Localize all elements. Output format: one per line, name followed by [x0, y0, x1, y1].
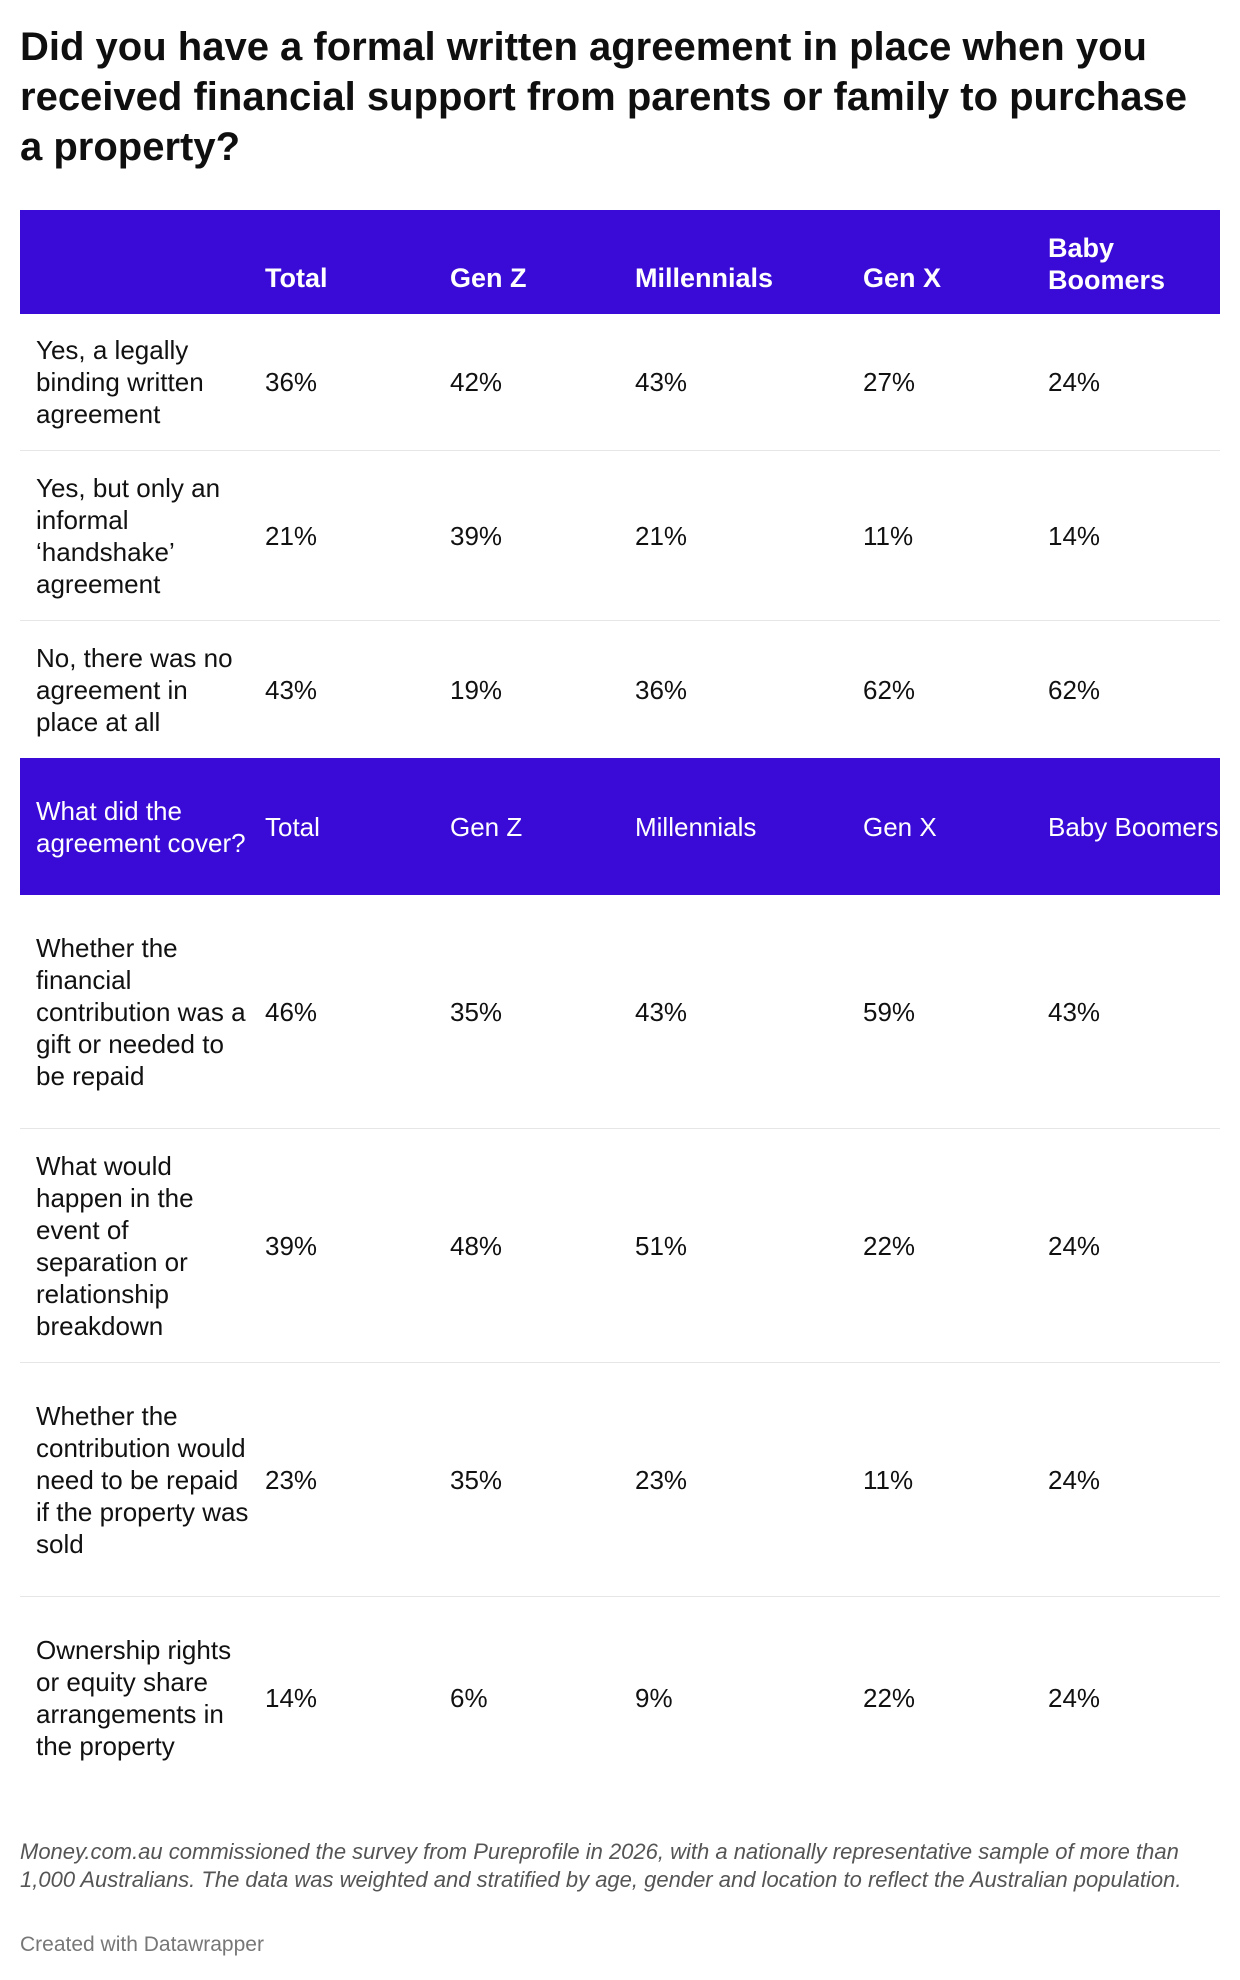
value-cell-gen-z: 35% [450, 996, 503, 1027]
value-cell-total: 39% [265, 1230, 318, 1261]
value-cell-gen-x: 27% [863, 367, 916, 397]
value-cell-baby-boomers: 14% [1048, 520, 1101, 551]
table-row: Whether the financial contribution was a… [20, 895, 1220, 1129]
header-cell-millennials: Millennials [635, 811, 757, 842]
value-cell-gen-x: 22% [863, 1683, 916, 1713]
section-header-label: What did the agreement cover? [36, 795, 246, 858]
value-cell-gen-z: 6% [450, 1683, 488, 1713]
value-cell-millennials: 9% [635, 1683, 673, 1713]
table-row: Whether the contribution would need to b… [20, 1363, 1220, 1597]
value-cell-total: 36% [265, 367, 318, 397]
table-row: No, there was no agreement in place at a… [20, 621, 1220, 758]
row-label: Yes, a legally binding written agreement [36, 335, 204, 429]
value-cell-gen-x: 11% [863, 1464, 914, 1495]
value-cell-millennials: 36% [635, 674, 688, 705]
header-cell-gen-x: Gen X [863, 811, 937, 842]
value-cell-gen-x: 11% [863, 520, 914, 551]
value-cell-total: 14% [265, 1683, 318, 1713]
value-cell-baby-boomers: 24% [1048, 367, 1101, 397]
datawrapper-credit: Created with Datawrapper [20, 1933, 264, 1956]
header-cell-gen-z: Gen Z [450, 811, 523, 842]
source-note: Money.com.au commissioned the survey fro… [20, 1839, 1182, 1892]
table-row: Yes, a legally binding written agreement… [20, 314, 1220, 451]
value-cell-total: 46% [265, 996, 318, 1027]
value-cell-gen-z: 48% [450, 1230, 503, 1261]
chart-title: Did you have a formal written agreement … [20, 25, 1187, 169]
value-cell-baby-boomers: 43% [1048, 996, 1101, 1027]
row-label: Ownership rights or equity share arrange… [36, 1635, 232, 1761]
value-cell-gen-z: 42% [450, 367, 503, 397]
header-cell-gen-x: Gen X [863, 263, 942, 293]
value-cell-gen-z: 39% [450, 520, 503, 551]
value-cell-gen-z: 35% [450, 1464, 503, 1495]
value-cell-gen-x: 59% [863, 996, 916, 1027]
row-label: No, there was no agreement in place at a… [36, 642, 233, 737]
value-cell-gen-x: 62% [863, 674, 916, 705]
header-cell-gen-z: Gen Z [450, 263, 527, 293]
row-label: Yes, but only an informal ‘handshake’ ag… [36, 472, 221, 599]
row-label: What would happen in the event of separa… [36, 1150, 194, 1341]
table-row: Ownership rights or equity share arrange… [20, 1597, 1220, 1799]
value-cell-baby-boomers: 24% [1048, 1464, 1101, 1495]
value-cell-total: 43% [265, 674, 318, 705]
value-cell-millennials: 23% [635, 1464, 688, 1495]
header-cell-millennials: Millennials [635, 263, 774, 293]
table-row: What would happen in the event of separa… [20, 1129, 1220, 1363]
value-cell-baby-boomers: 24% [1048, 1683, 1101, 1713]
section-header-row: What did the agreement cover? Total Gen … [20, 758, 1220, 895]
value-cell-baby-boomers: 24% [1048, 1230, 1101, 1261]
value-cell-gen-z: 19% [450, 674, 503, 705]
data-table: Total Gen Z Millennials Gen X Baby Boome… [20, 210, 1220, 1799]
value-cell-baby-boomers: 62% [1048, 674, 1101, 705]
value-cell-gen-x: 22% [863, 1230, 916, 1261]
value-cell-total: 23% [265, 1464, 318, 1495]
table-row: Yes, but only an informal ‘handshake’ ag… [20, 451, 1220, 621]
header-cell-total: Total [265, 263, 328, 293]
value-cell-millennials: 51% [635, 1230, 688, 1261]
row-label: Whether the contribution would need to b… [36, 1400, 249, 1559]
header-cell-baby-boomers: Baby Boomers [1048, 233, 1166, 295]
table-header-row: Total Gen Z Millennials Gen X Baby Boome… [20, 210, 1220, 314]
value-cell-total: 21% [265, 520, 318, 551]
value-cell-millennials: 43% [635, 996, 688, 1027]
value-cell-millennials: 21% [635, 520, 688, 551]
header-cell-baby-boomers: Baby Boomers [1048, 811, 1219, 842]
row-label: Whether the financial contribution was a… [36, 932, 246, 1091]
header-cell-total: Total [265, 811, 320, 842]
value-cell-millennials: 43% [635, 367, 688, 397]
